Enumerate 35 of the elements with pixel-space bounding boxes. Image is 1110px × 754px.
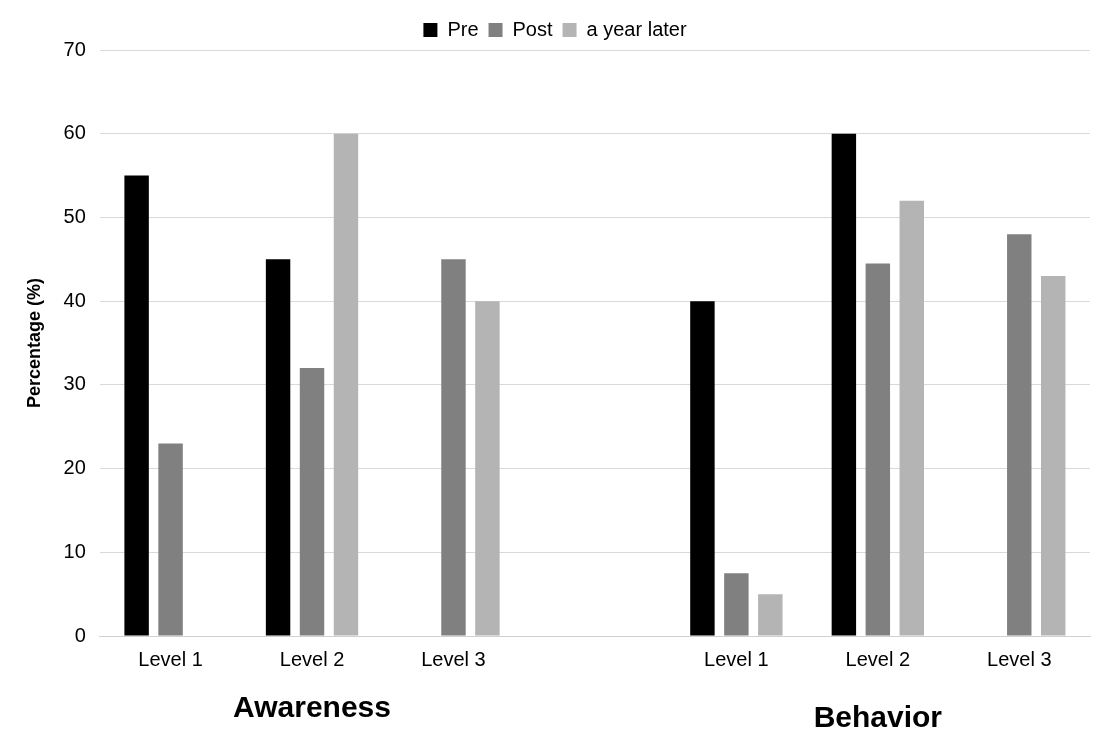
bar (333, 133, 359, 636)
x-tick-label: Level 3 (987, 647, 1052, 670)
x-tick-label: Level 1 (138, 647, 203, 670)
x-tick-label: Level 3 (421, 647, 486, 670)
bar (1041, 276, 1066, 636)
bar (124, 175, 149, 636)
legend-label: a year later (586, 17, 687, 40)
y-tick-label: 70 (63, 37, 86, 60)
y-tick-label: 0 (74, 623, 86, 646)
y-tick-label: 40 (63, 288, 86, 311)
x-tick-label: Level 2 (845, 647, 911, 670)
y-tick-label: 60 (63, 121, 86, 144)
x-tick-label: Level 2 (279, 647, 345, 670)
bar (1007, 234, 1032, 636)
bar (865, 263, 891, 636)
bar (441, 259, 466, 636)
text: Awareness (233, 690, 391, 724)
bar (758, 594, 783, 636)
bar (158, 443, 183, 636)
bar (265, 259, 291, 636)
bar (299, 368, 325, 636)
bar (899, 200, 924, 636)
legend-label: Pre (447, 17, 479, 40)
y-axis-title: Percentage (%) (23, 277, 44, 409)
bar (475, 301, 500, 636)
bar (724, 573, 749, 636)
bar (831, 133, 857, 636)
text: Behavior (813, 700, 943, 734)
y-tick-label: 50 (63, 204, 86, 227)
legend-label: Post (512, 17, 553, 40)
y-tick-label: 30 (63, 372, 86, 395)
y-tick-label: 10 (63, 539, 86, 562)
bar (690, 301, 715, 636)
x-tick-label: Level 1 (704, 647, 769, 670)
y-tick-label: 20 (63, 456, 86, 479)
